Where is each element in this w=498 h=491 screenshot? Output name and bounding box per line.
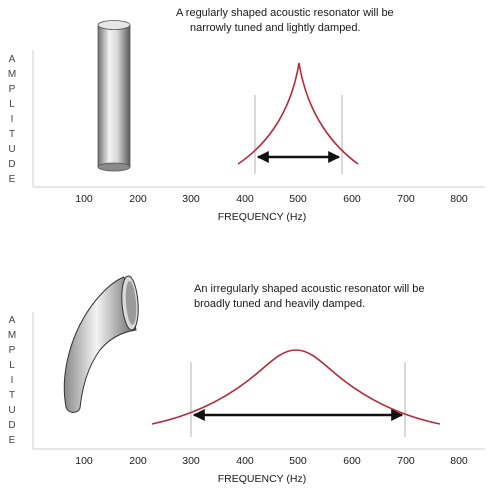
y-letter: U: [8, 405, 15, 416]
x-tick: 600: [343, 455, 361, 467]
caption-line-2: broadly tuned and heavily damped.: [194, 298, 365, 310]
y-letter: D: [8, 159, 15, 170]
x-tick: 700: [397, 193, 415, 205]
x-axis-title: FREQUENCY (Hz): [218, 473, 306, 485]
y-axis-label: A M P L I T U D E: [8, 315, 16, 446]
x-tick: 100: [75, 193, 93, 205]
panel-irregular-resonator: An irregularly shaped acoustic resonator…: [8, 275, 485, 485]
resonance-curve-sharp: [237, 62, 359, 165]
x-tick: 200: [129, 193, 147, 205]
y-letter: M: [8, 69, 16, 80]
panel-regular-resonator: A regularly shaped acoustic resonator wi…: [8, 7, 485, 223]
horn-resonator-icon: [63, 275, 139, 413]
caption-line-2: narrowly tuned and lightly damped.: [190, 22, 361, 34]
y-axis-label: A M P L I T U D E: [8, 54, 16, 185]
x-tick: 700: [397, 455, 415, 467]
x-tick: 600: [343, 193, 361, 205]
y-letter: P: [9, 84, 16, 95]
x-tick: 200: [129, 455, 147, 467]
resonance-curve-broad: [151, 349, 441, 425]
y-letter: A: [9, 54, 16, 65]
y-letter: I: [11, 375, 14, 386]
x-tick: 800: [450, 193, 468, 205]
caption-line-1: A regularly shaped acoustic resonator wi…: [176, 7, 394, 19]
y-letter: E: [9, 435, 16, 446]
y-letter: P: [9, 345, 16, 356]
y-letter: L: [9, 99, 15, 110]
y-letter: D: [8, 420, 15, 431]
y-letter: T: [9, 390, 15, 401]
y-letter: L: [9, 360, 15, 371]
x-tick: 500: [289, 455, 307, 467]
x-tick: 300: [182, 455, 200, 467]
y-letter: M: [8, 330, 16, 341]
x-tick-labels: 100 200 300 400 500 600 700 800: [75, 193, 468, 205]
x-tick: 800: [450, 455, 468, 467]
x-tick: 500: [289, 193, 307, 205]
x-tick: 300: [182, 193, 200, 205]
x-axis-title: FREQUENCY (Hz): [218, 211, 306, 223]
y-letter: I: [11, 114, 14, 125]
y-letter: U: [8, 144, 15, 155]
y-letter: T: [9, 129, 15, 140]
caption-line-1: An irregularly shaped acoustic resonator…: [194, 283, 425, 295]
y-letter: E: [9, 174, 16, 185]
y-letter: A: [9, 315, 16, 326]
x-tick: 100: [75, 455, 93, 467]
cylinder-resonator-icon: [97, 20, 131, 172]
x-tick: 400: [236, 193, 254, 205]
x-tick: 400: [236, 455, 254, 467]
x-tick-labels: 100 200 300 400 500 600 700 800: [75, 455, 468, 467]
